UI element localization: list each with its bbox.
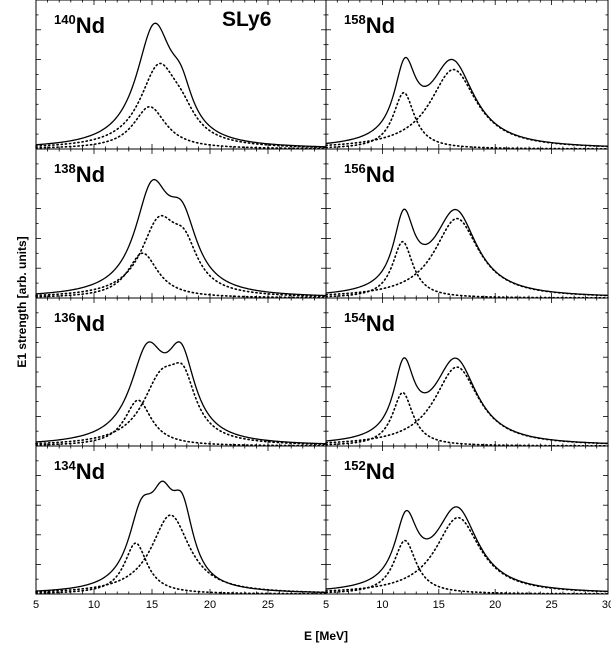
mass-number: 138: [54, 161, 76, 176]
nucleus-label: 138Nd: [54, 161, 105, 187]
element-symbol: Nd: [76, 311, 105, 336]
component-curve-2: [35, 252, 327, 299]
component-curve-2: [325, 516, 609, 593]
component-curve-1: [35, 214, 327, 298]
panel-158Nd: 158Nd: [325, 0, 609, 150]
x-tick-label: 15: [433, 599, 445, 611]
x-tick-label: 10: [88, 599, 100, 611]
nucleus-label: 158Nd: [344, 12, 395, 38]
mass-number: 136: [54, 310, 76, 325]
panel-140Nd: 140Nd: [35, 0, 327, 150]
panel-154Nd: 154Nd: [325, 297, 609, 447]
x-tick-label: 5: [323, 599, 329, 611]
component-curve-1: [35, 514, 327, 594]
nucleus-label: 152Nd: [344, 458, 395, 484]
component-curve-1: [325, 240, 609, 299]
total-strength-curve: [325, 208, 609, 296]
x-tick-label: 10: [376, 599, 388, 611]
total-strength-curve: [35, 22, 327, 148]
x-tick-label: 20: [489, 599, 501, 611]
mass-number: 152: [344, 458, 366, 473]
panel-136Nd: 136Nd: [35, 297, 327, 447]
element-symbol: Nd: [366, 459, 395, 484]
x-tick-label: 20: [204, 599, 216, 611]
mass-number: 156: [344, 161, 366, 176]
total-strength-curve: [35, 178, 327, 297]
component-curve-2: [325, 68, 609, 148]
mass-number: 140: [54, 12, 76, 27]
element-symbol: Nd: [366, 162, 395, 187]
component-curve-2: [35, 399, 327, 447]
x-tick-label: 25: [545, 599, 557, 611]
element-symbol: Nd: [366, 311, 395, 336]
x-axis: 5 10 15 20 25 5 10 15 20 25 30: [33, 599, 611, 611]
total-strength-curve: [325, 56, 609, 147]
panel-152Nd: 152Nd: [325, 445, 609, 595]
x-tick-label: 15: [146, 599, 158, 611]
total-strength-curve: [35, 480, 327, 594]
x-axis-title: E [MeV]: [304, 629, 348, 643]
component-curve-1: [325, 539, 609, 595]
nucleus-label: 140Nd: [54, 12, 105, 38]
nucleus-label: 136Nd: [54, 310, 105, 336]
element-symbol: Nd: [76, 162, 105, 187]
component-curve-2: [325, 366, 609, 445]
panel-138Nd: 138Nd: [35, 148, 327, 299]
y-axis-title: E1 strength [arb. units]: [15, 236, 29, 367]
mass-number: 154: [344, 310, 366, 325]
component-curve-1: [35, 361, 327, 446]
nucleus-label: 156Nd: [344, 161, 395, 187]
total-strength-curve: [325, 506, 609, 592]
nucleus-label: 134Nd: [54, 458, 105, 484]
x-tick-label: 25: [262, 599, 274, 611]
element-symbol: Nd: [76, 13, 105, 38]
mass-number: 134: [54, 458, 76, 473]
model-label: SLy6: [222, 8, 271, 31]
panel-156Nd: 156Nd: [325, 148, 609, 299]
total-strength-curve: [35, 341, 327, 445]
x-tick-label: 5: [33, 599, 39, 611]
mass-number: 158: [344, 12, 366, 27]
component-curve-1: [35, 62, 327, 149]
nucleus-label: 154Nd: [344, 310, 395, 336]
x-tick-label: 30: [602, 599, 611, 611]
component-curve-2: [325, 217, 609, 297]
component-curve-2: [35, 105, 327, 150]
total-strength-curve: [325, 357, 609, 445]
component-curve-1: [325, 391, 609, 447]
element-symbol: Nd: [76, 459, 105, 484]
component-curve-2: [35, 542, 327, 595]
panel-134Nd: 134Nd: [35, 445, 327, 595]
element-symbol: Nd: [366, 13, 395, 38]
